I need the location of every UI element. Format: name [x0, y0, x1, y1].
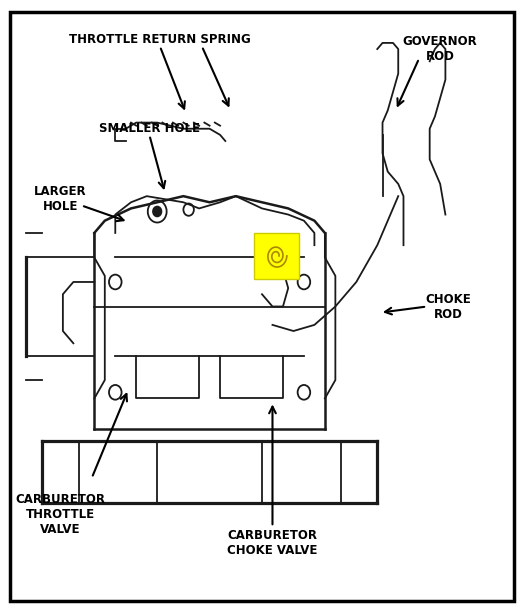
Text: GOVERNOR
ROD: GOVERNOR ROD: [403, 35, 477, 63]
Text: CARBURETOR
THROTTLE
VALVE: CARBURETOR THROTTLE VALVE: [15, 493, 105, 536]
Text: SMALLER HOLE: SMALLER HOLE: [99, 122, 200, 135]
Circle shape: [153, 207, 161, 216]
Text: CARBURETOR
CHOKE VALVE: CARBURETOR CHOKE VALVE: [227, 528, 318, 557]
Bar: [254, 233, 299, 279]
Text: CHOKE
ROD: CHOKE ROD: [425, 292, 471, 321]
Text: LARGER
HOLE: LARGER HOLE: [34, 185, 86, 213]
Text: THROTTLE RETURN SPRING: THROTTLE RETURN SPRING: [69, 33, 250, 47]
